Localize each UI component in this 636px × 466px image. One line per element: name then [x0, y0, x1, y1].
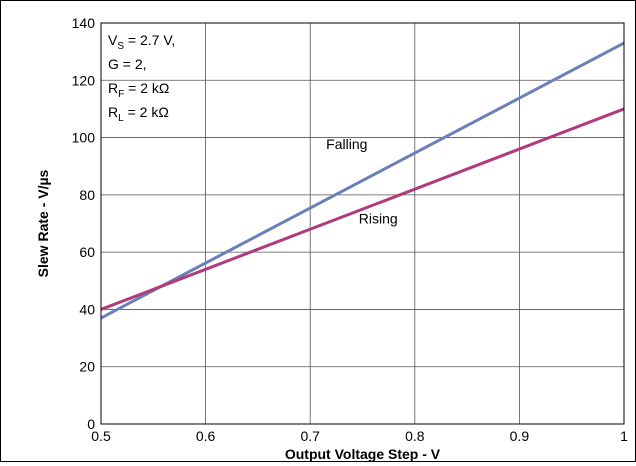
condition-line: VS = 2.7 V, [108, 32, 175, 52]
y-axis-label: Slew Rate - V/µs [35, 169, 51, 277]
y-tick-label: 20 [79, 359, 95, 375]
condition-line: RF = 2 kΩ [108, 80, 169, 100]
x-tick-label: 1 [620, 428, 628, 444]
y-tick-label: 140 [72, 15, 96, 31]
x-tick-label: 0.5 [91, 428, 111, 444]
x-tick-label: 0.9 [510, 428, 530, 444]
condition-line: RL = 2 kΩ [108, 104, 169, 124]
x-tick-label: 0.6 [196, 428, 216, 444]
y-tick-label: 0 [87, 416, 95, 432]
series-labels: Falling Rising [326, 136, 397, 226]
series-label-falling: Falling [326, 136, 367, 152]
series-group [100, 41, 625, 320]
y-tick-label: 100 [72, 130, 96, 146]
x-tick-label: 0.8 [405, 428, 425, 444]
plot-border [100, 22, 625, 425]
y-tick-label: 80 [79, 187, 95, 203]
condition-line: G = 2, [108, 56, 147, 72]
conditions-block: VS = 2.7 V, G = 2, RF = 2 kΩ RL = 2 kΩ [108, 32, 175, 124]
y-tick-label: 120 [72, 72, 96, 88]
y-tick-label: 60 [79, 244, 95, 260]
series-line-falling [100, 41, 625, 320]
series-label-rising: Rising [359, 211, 398, 227]
grid-lines [101, 23, 624, 424]
x-tick-label: 0.7 [300, 428, 320, 444]
tick-labels: 0 20 40 60 80 100 120 140 0.5 0.6 0.7 0.8 0.9 1 [72, 15, 628, 444]
x-axis-label: Output Voltage Step - V [285, 446, 441, 461]
y-tick-label: 40 [79, 301, 95, 317]
series-line-rising [100, 107, 625, 311]
